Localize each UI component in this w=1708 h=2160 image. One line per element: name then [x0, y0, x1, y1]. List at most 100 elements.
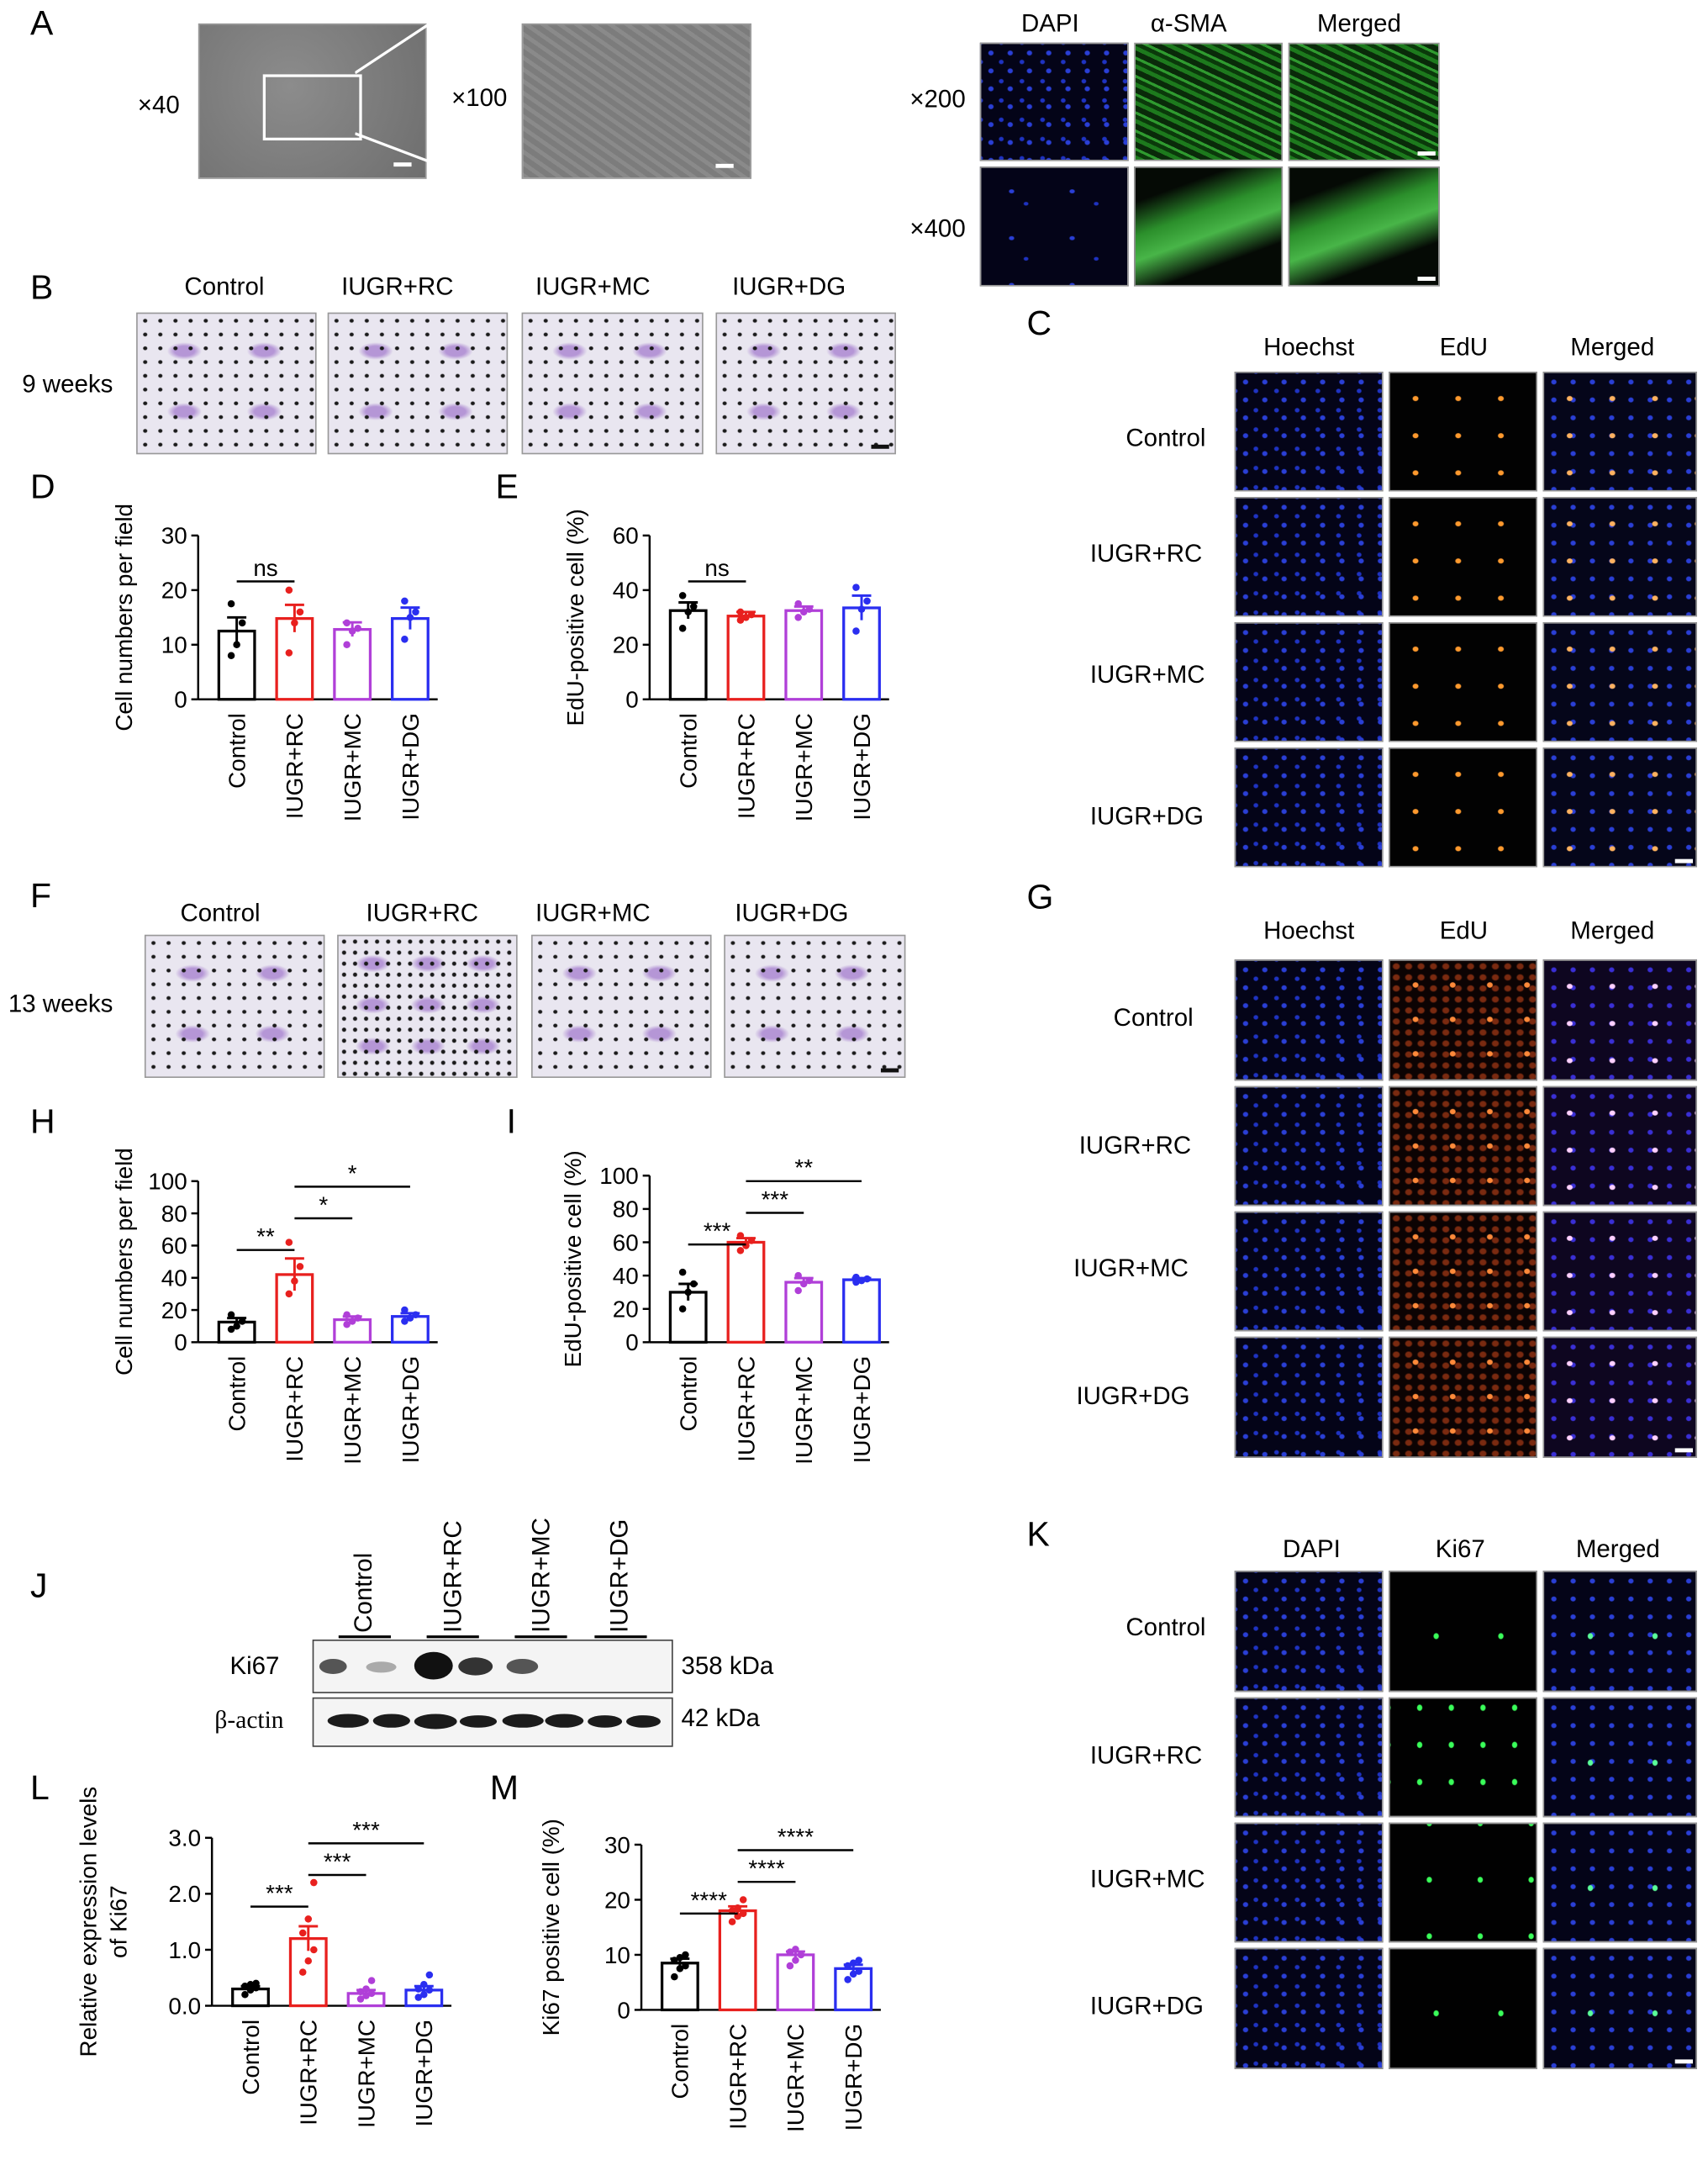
- x-tick-label: Control: [667, 2024, 693, 2099]
- data-point: [736, 616, 745, 624]
- f-header-mc: IUGR+MC: [535, 899, 651, 927]
- data-point: [852, 1273, 860, 1281]
- data-point: [736, 608, 745, 616]
- bar: [726, 1240, 766, 1344]
- data-point: [739, 1909, 747, 1918]
- data-point: [362, 1992, 370, 1999]
- x-tick-label: IUGR+MC: [353, 2020, 379, 2128]
- if-row-x200: ×200: [909, 85, 966, 114]
- j-size-bactin: 42 kDa: [681, 1703, 760, 1732]
- lane-underline: [426, 1635, 479, 1639]
- lane-underline: [514, 1635, 567, 1639]
- data-point: [401, 597, 409, 605]
- k-ki67-rc: [1389, 1697, 1537, 1818]
- data-point: [227, 1325, 235, 1333]
- data-point: [246, 1980, 255, 1988]
- data-point: [799, 1280, 808, 1288]
- x-tick-label: Control: [238, 2020, 264, 2095]
- y-tick-label: 60: [161, 1233, 187, 1259]
- chart-l: 0.0 1.0 2.0 3.0 Relative expression levels of…: [76, 1787, 452, 2128]
- data-point: [794, 1286, 802, 1295]
- scale-bar: [715, 163, 734, 168]
- band: [506, 1658, 539, 1674]
- data-point: [285, 1290, 293, 1298]
- data-point: [742, 614, 750, 621]
- data-point: [671, 1973, 678, 1981]
- y-axis-label: Cell numbers per field: [111, 504, 137, 731]
- y-tick-label: 20: [161, 578, 187, 604]
- scale-bar: [1674, 2059, 1694, 2064]
- if-merged-x400: [1288, 166, 1440, 287]
- panel-label-k: K: [1026, 1515, 1050, 1555]
- bar: [726, 615, 766, 701]
- data-point: [671, 1957, 678, 1964]
- c-merged-control: [1542, 372, 1697, 492]
- significance-label: ****: [778, 1824, 814, 1850]
- data-point: [401, 636, 409, 643]
- y-tick-label: 30: [161, 523, 187, 549]
- scale-bar: [871, 444, 889, 449]
- data-point: [852, 584, 860, 591]
- k-header-merged: Merged: [1575, 1534, 1660, 1563]
- data-point: [792, 1946, 799, 1953]
- g-merged-dg: [1542, 1336, 1697, 1458]
- x-tick-label: IUGR+DG: [849, 713, 875, 821]
- g-edu-control: [1389, 959, 1537, 1081]
- panel-label-l: L: [30, 1768, 50, 1808]
- x-tick-label: IUGR+DG: [398, 1356, 424, 1464]
- x-tick-label: IUGR+DG: [398, 713, 424, 821]
- data-point: [238, 619, 246, 627]
- band: [366, 1661, 397, 1673]
- significance-label: ***: [266, 1880, 293, 1906]
- data-point: [233, 641, 240, 649]
- data-point: [728, 1918, 736, 1925]
- bar: [391, 616, 430, 701]
- c-hoechst-dg: [1234, 747, 1384, 868]
- k-dapi-control: [1234, 1571, 1384, 1693]
- bar: [784, 609, 824, 701]
- y-tick-label: 30: [604, 1832, 630, 1858]
- if-merged-x200: [1288, 42, 1440, 161]
- data-point: [241, 1990, 249, 1999]
- j-lane-control: Control: [349, 1552, 377, 1633]
- x-tick-label: Control: [676, 1356, 702, 1432]
- data-point: [310, 1946, 318, 1954]
- band: [626, 1715, 661, 1728]
- data-point: [241, 1982, 249, 1990]
- y-tick-label: 2.0: [168, 1881, 201, 1907]
- c-merged-dg: [1542, 747, 1697, 868]
- g-row-rc: IUGR+RC: [1078, 1131, 1192, 1159]
- bar: [718, 1909, 757, 2012]
- if-header-merged: Merged: [1316, 9, 1401, 38]
- data-point: [852, 627, 860, 635]
- b-stain-rc: [327, 312, 509, 455]
- g-row-control: Control: [1113, 1003, 1194, 1032]
- significance-label: ns: [253, 555, 277, 581]
- data-point: [246, 1986, 255, 1994]
- data-point: [678, 1268, 687, 1276]
- significance-label: ****: [748, 1856, 784, 1882]
- f-stain-control: [144, 934, 325, 1079]
- data-point: [684, 608, 692, 616]
- y-tick-label: 1.0: [168, 1937, 201, 1963]
- c-row-control: Control: [1125, 424, 1206, 452]
- zoom-box: [262, 74, 362, 141]
- data-point: [343, 1321, 351, 1328]
- data-point: [794, 599, 802, 608]
- data-point: [406, 614, 414, 621]
- data-point: [805, 1276, 814, 1285]
- y-tick-label: 100: [599, 1163, 638, 1189]
- data-point: [343, 641, 351, 649]
- data-point: [425, 1986, 434, 1994]
- x-tick-label: Control: [224, 1356, 250, 1432]
- data-point: [304, 1957, 313, 1965]
- y-tick-label: 40: [613, 578, 639, 604]
- g-row-dg: IUGR+DG: [1076, 1381, 1190, 1410]
- y-tick-label: 80: [613, 1196, 639, 1223]
- data-point: [291, 1277, 298, 1285]
- chart-m: 0 10 20 30 Ki67 positive cell (%) Control IUGR…: [538, 1819, 881, 2132]
- j-row-bactin: β-actin: [214, 1705, 284, 1734]
- y-tick-label: 10: [161, 632, 187, 658]
- x-tick-label: IUGR+RC: [733, 713, 759, 819]
